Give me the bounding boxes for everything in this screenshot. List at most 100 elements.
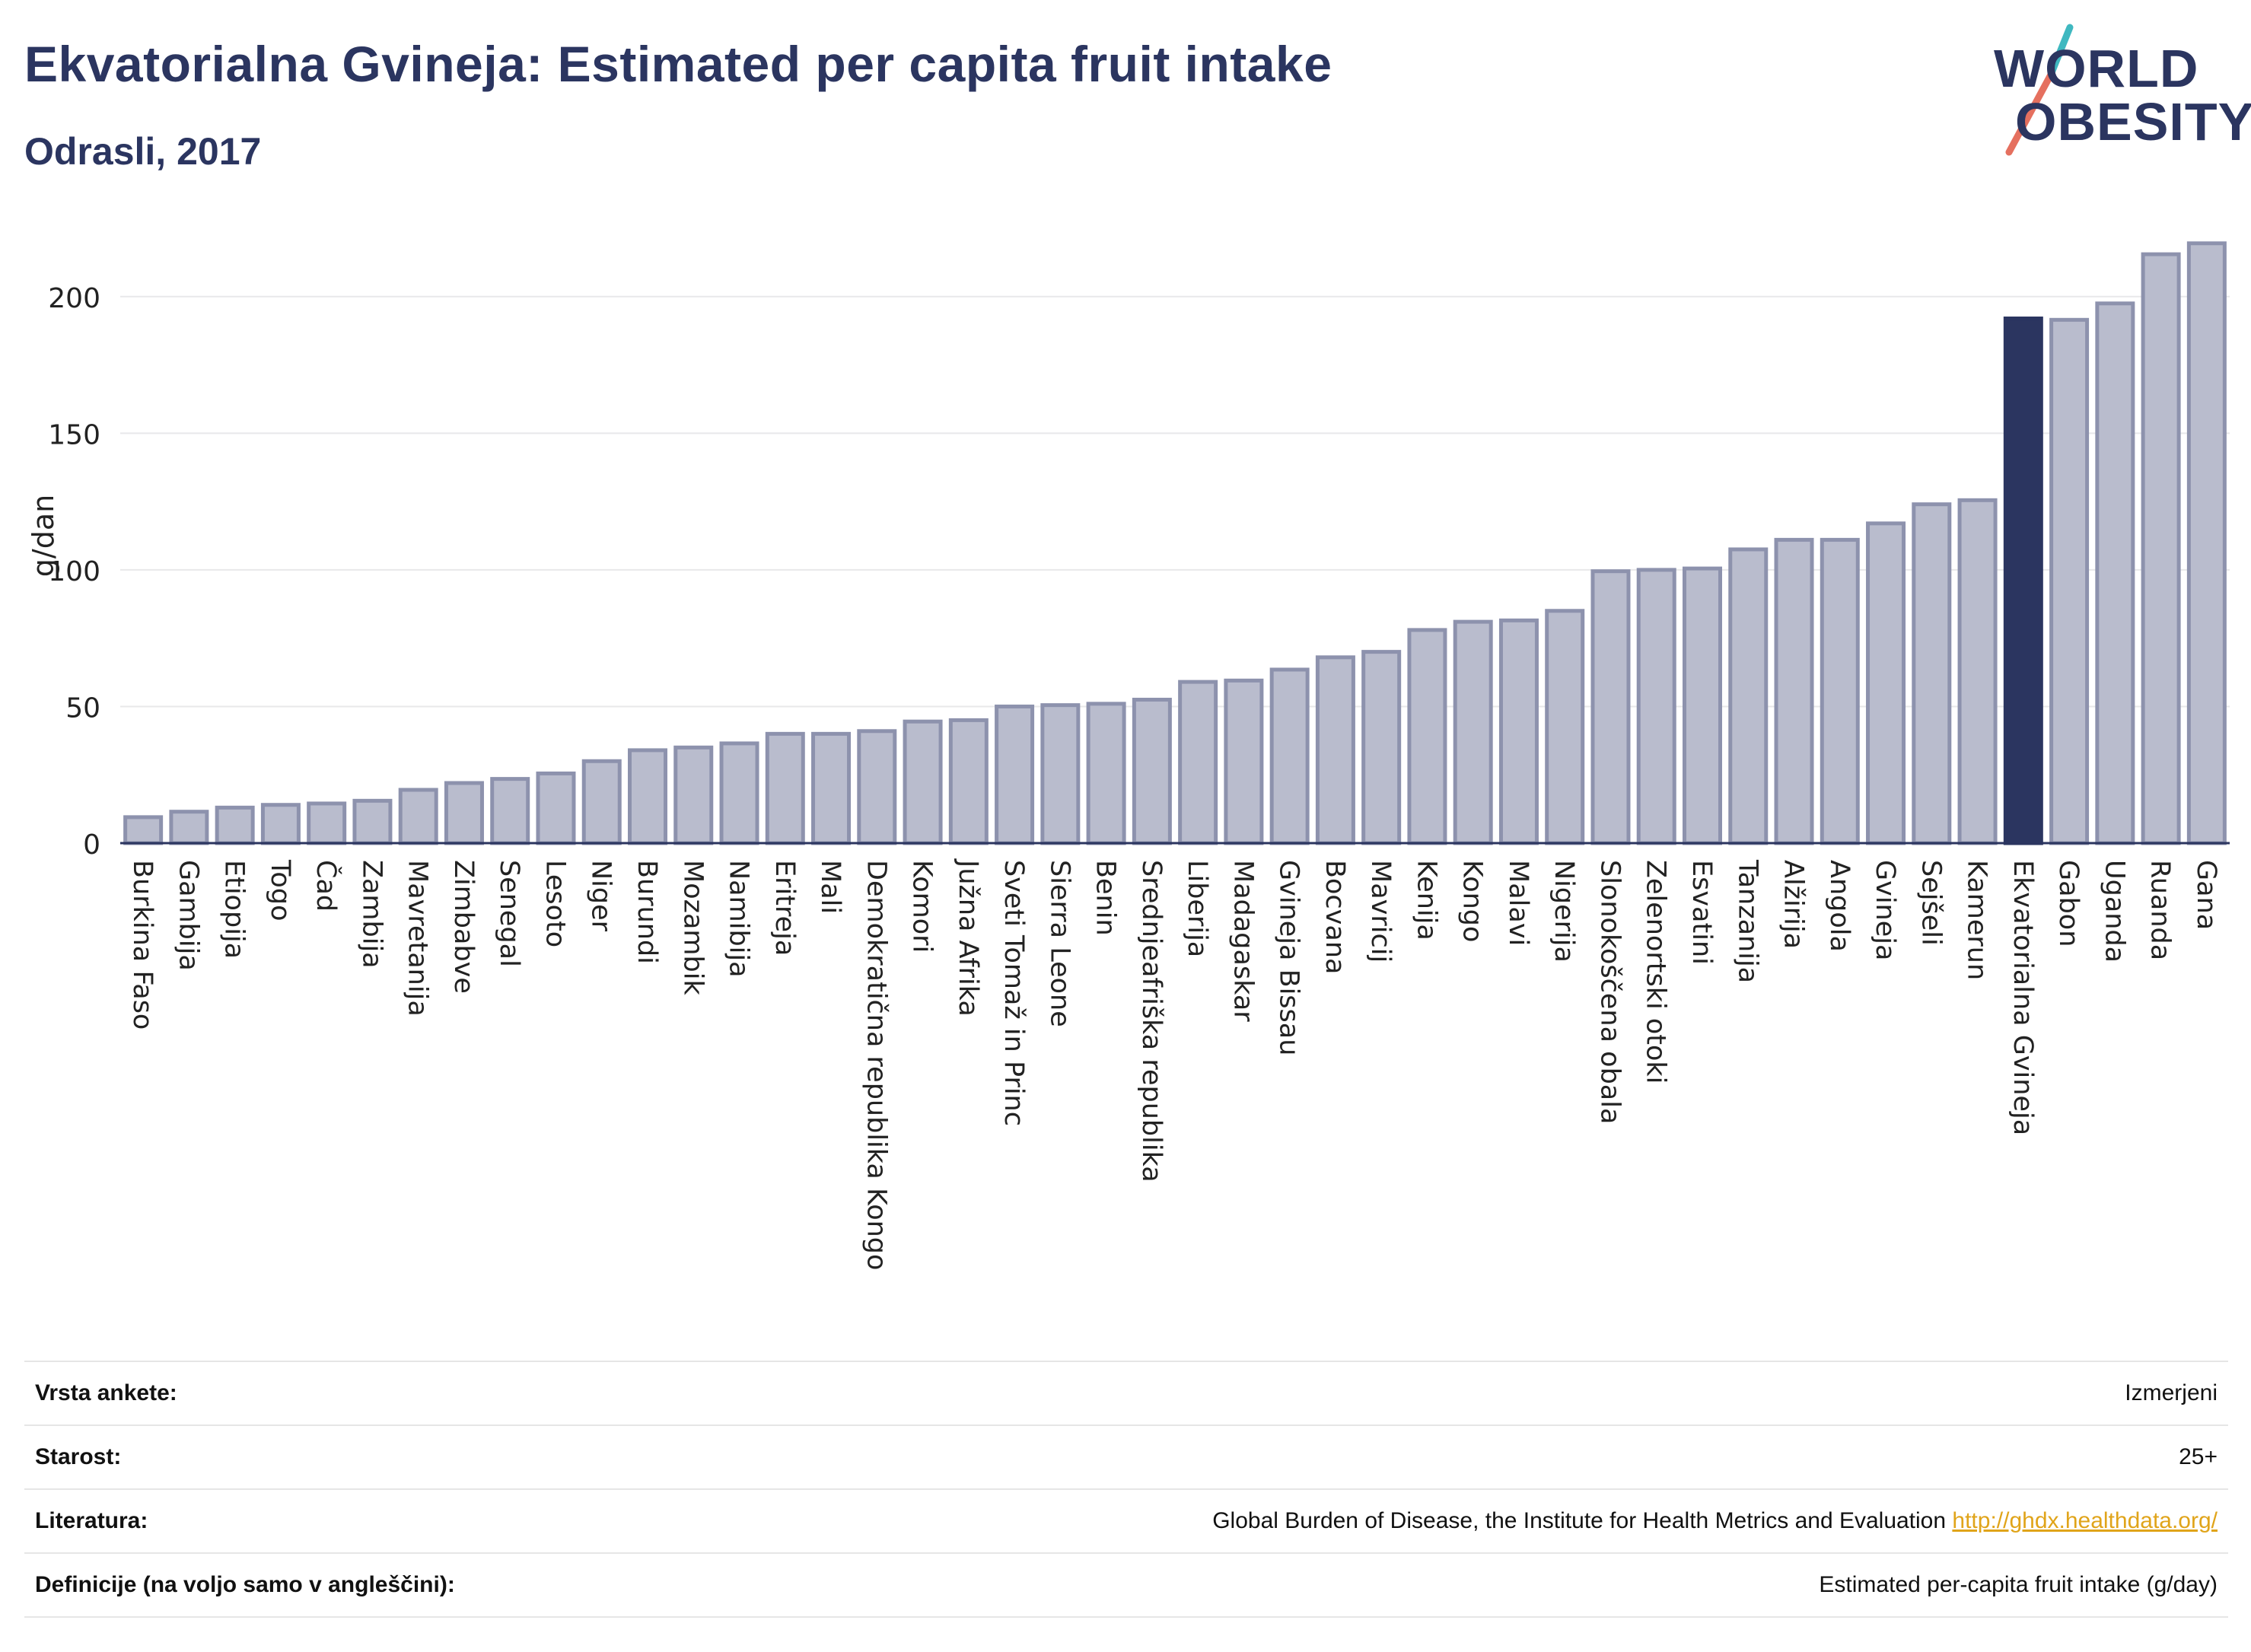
bar [260, 803, 301, 845]
x-tick-label: Gvineja [1870, 860, 1900, 960]
x-tick-label: Uganda [2099, 860, 2129, 963]
bar [1728, 547, 1769, 845]
bar [1407, 628, 1447, 845]
definitions-label: Definicije (na voljo samo v angleščini): [35, 1572, 455, 1597]
x-tick-label: Benin [1090, 860, 1121, 936]
x-tick-label: Srednjeafriška republika [1136, 860, 1167, 1183]
x-tick-label: Tanzanija [1732, 859, 1762, 983]
footer-row-survey: Vrsta ankete: Izmerjeni [24, 1361, 2228, 1424]
x-tick-label: Ruanda [2145, 860, 2176, 960]
x-tick-label: Zelenortski otoki [1641, 860, 1671, 1084]
bar [811, 731, 852, 845]
logo-line1: WORLD [1994, 39, 2199, 98]
bar [2003, 317, 2043, 845]
bar [765, 731, 805, 845]
bar [903, 719, 943, 845]
x-tick-label: Esvatini [1686, 860, 1717, 965]
bar [1636, 568, 1676, 845]
bar [444, 781, 484, 845]
x-tick-label: Gvineja Bissau [1274, 860, 1304, 1055]
x-tick-label: Mali [815, 860, 845, 914]
bar [1957, 498, 1998, 845]
x-tick-label: Nigerija [1549, 860, 1579, 963]
bar [1361, 650, 1402, 845]
survey-type-value: Izmerjeni [2125, 1380, 2218, 1405]
x-tick-label: Madagaskar [1227, 860, 1258, 1022]
x-tick-label: Etiopija [219, 860, 250, 959]
literature-link[interactable]: http://ghdx.healthdata.org/ [1952, 1508, 2218, 1533]
x-tick-label: Zimbabve [448, 860, 479, 994]
bar [581, 759, 622, 845]
x-tick-label: Burkina Faso [127, 860, 158, 1030]
x-tick-label: Kongo [1457, 860, 1488, 942]
literature-source: Global Burden of Disease, the Institute … [1212, 1508, 1947, 1533]
bar [948, 718, 989, 845]
x-tick-label: Gambija [173, 860, 203, 971]
page-title: Ekvatorialna Gvineja: Estimated per capi… [24, 36, 1332, 92]
page-subtitle: Odrasli, 2017 [24, 130, 262, 173]
x-tick-label: Niger [586, 860, 616, 932]
world-obesity-logo[interactable]: WORLD OBESITY [1979, 21, 2251, 166]
bar [1315, 655, 1355, 845]
y-tick-label: 100 [48, 556, 100, 587]
x-tick-label: Južna Afrika [953, 858, 983, 1017]
x-tick-label: Ekvatorialna Gvineja [2007, 860, 2038, 1135]
x-tick-label: Eritreja [769, 860, 800, 956]
literature-label: Literatura: [35, 1508, 148, 1533]
bar [1820, 537, 1860, 845]
x-tick-label: Senegal [494, 860, 524, 967]
bar [1498, 618, 1539, 845]
survey-type-label: Vrsta ankete: [35, 1380, 177, 1405]
bar [1086, 702, 1126, 845]
bar [719, 741, 759, 845]
x-tick-label: Lesoto [540, 860, 570, 947]
bar [536, 771, 576, 845]
bar [673, 745, 714, 845]
x-tick-label: Mavricij [1365, 860, 1396, 963]
y-tick-label: 150 [48, 419, 100, 450]
x-tick-label: Demokratična republika Kongo [861, 860, 891, 1270]
bar [490, 777, 530, 845]
bar [627, 748, 668, 845]
bar [1545, 609, 1585, 845]
x-tick-label: Mavretanija [403, 860, 433, 1017]
bar [1453, 619, 1493, 845]
bar [1224, 678, 1264, 845]
bar [857, 729, 897, 845]
bar [1590, 569, 1631, 845]
x-tick-label: Liberija [1182, 860, 1212, 957]
y-axis-label: g/dan [27, 495, 60, 577]
metadata-table: Vrsta ankete: Izmerjeni Starost: 25+ Lit… [24, 1361, 2228, 1618]
bar [1866, 521, 1906, 845]
logo-line2: OBESITY [2015, 92, 2251, 151]
bar-chart: 0 50 100 150 200 g/dan Burkina Faso Gambija Etio… [27, 241, 2230, 1270]
x-tick-label: Mozambik [677, 860, 708, 995]
bar [1269, 667, 1310, 845]
age-value: 25+ [2179, 1444, 2218, 1469]
x-tick-label: Togo [265, 859, 295, 921]
x-tick-label: Malavi [1503, 860, 1533, 946]
x-tick-label: Bocvana [1320, 860, 1350, 974]
y-tick-label: 200 [48, 283, 100, 314]
bar [1040, 703, 1081, 845]
age-label: Starost: [35, 1444, 122, 1469]
y-tick-label: 50 [65, 692, 100, 724]
footer-row-definitions: Definicije (na voljo samo v angleščini):… [24, 1552, 2228, 1618]
x-tick-label: Sierra Leone [1044, 860, 1075, 1027]
bar [1682, 566, 1723, 845]
bar [995, 704, 1035, 845]
bar [1774, 537, 1814, 845]
x-tick-label: Komori [907, 860, 938, 953]
x-tick-label: Kenija [1411, 860, 1441, 941]
x-tick-label: Angola [1824, 860, 1855, 952]
footer-row-literature: Literatura: Global Burden of Disease, th… [24, 1488, 2228, 1552]
x-tick-label: Sveti Tomaž in Princ [998, 860, 1029, 1126]
bar [1178, 680, 1218, 845]
definitions-value: Estimated per-capita fruit intake (g/day… [1819, 1572, 2218, 1597]
bar [169, 810, 209, 845]
bar [398, 788, 438, 845]
bar [2186, 241, 2227, 845]
bar [307, 801, 347, 845]
x-tick-label: Slonokoščena obala [1594, 860, 1625, 1124]
bar [1912, 502, 1952, 845]
